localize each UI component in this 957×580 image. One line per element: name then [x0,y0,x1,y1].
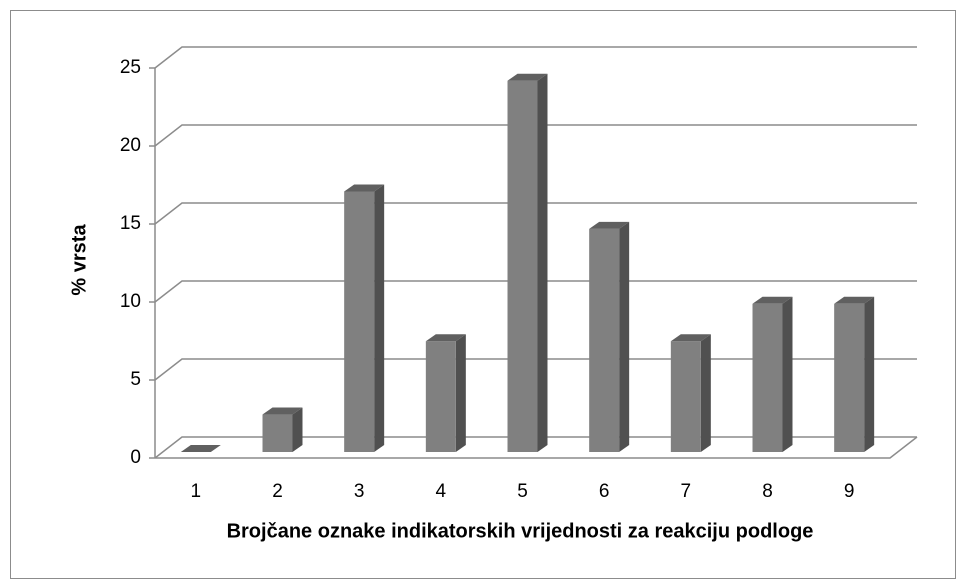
bar-top [834,296,875,304]
bar-top [752,296,793,304]
y-tick-label: 20 [120,135,141,156]
x-tick-label: 2 [272,481,283,502]
grid-line [154,280,917,303]
x-axis-label: Brojčane oznake indikatorskih vrijednost… [227,520,814,542]
x-tick-label: 9 [844,481,855,502]
bar [670,341,701,452]
bar-top [425,334,466,342]
y-tick-label: 15 [120,213,141,234]
bar [425,341,456,452]
x-tick-label: 3 [354,481,365,502]
bar [507,80,538,452]
x-tick-label: 7 [681,481,692,502]
bar-side [537,73,548,452]
bar-top [670,334,711,342]
grid-line [154,46,917,69]
y-tick-label: 5 [130,369,141,390]
bar [589,228,620,452]
bar [344,191,375,453]
bar-side [619,221,630,452]
x-tick-label: 1 [191,481,202,502]
bar [834,303,865,452]
bar-top [507,73,548,81]
x-tick-label: 6 [599,481,610,502]
y-tick-label: 25 [120,57,141,78]
bar [262,414,293,452]
bar-top [589,221,630,229]
grid-line [154,202,917,225]
y-tick-label: 10 [120,291,141,312]
x-tick-label: 4 [436,481,447,502]
bar-side [782,296,793,452]
bar-side [292,407,303,452]
x-tick-label: 8 [762,481,773,502]
grid-line [154,124,917,147]
bar-side [700,334,711,452]
y-axis-label: % vrsta [68,224,90,296]
chart-frame [10,10,956,579]
x-tick-label: 5 [517,481,528,502]
bar-top [344,184,385,192]
bar-side [864,296,875,452]
floor [155,436,918,459]
bar [752,303,783,452]
bar-top [262,407,303,415]
bar-side [374,184,385,453]
y-tick-label: 0 [130,447,141,468]
bar-side [455,334,466,452]
bar-top [180,445,221,452]
